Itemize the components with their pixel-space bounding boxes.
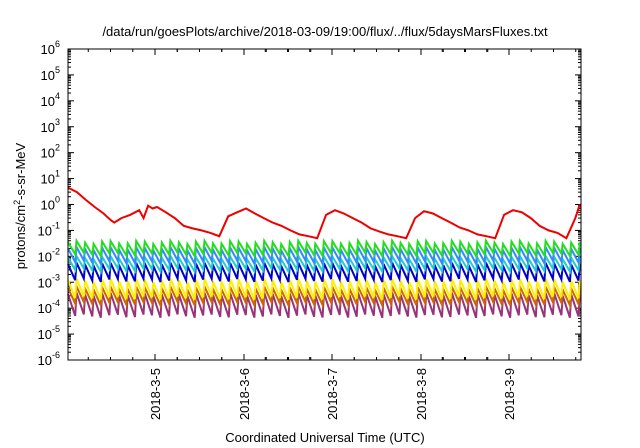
- x-tick-label: 2018-3-6: [237, 368, 252, 420]
- y-tick-label: 10-1: [38, 220, 60, 238]
- y-tick-label: 106: [41, 39, 60, 57]
- y-tick-label: 10-2: [38, 246, 60, 264]
- y-tick-label: 10-6: [38, 350, 60, 368]
- x-tick-label: 2018-3-9: [502, 368, 517, 420]
- y-axis-label: protons/cm2-s-sr-MeV: [12, 142, 28, 269]
- y-tick-label: 102: [41, 143, 60, 161]
- series-line: [67, 278, 581, 301]
- y-tick-label: 103: [41, 117, 60, 135]
- y-tick-label: 10-5: [38, 324, 60, 342]
- x-tick-label: 2018-3-8: [414, 368, 429, 420]
- y-tick-label: 10-4: [38, 298, 60, 316]
- plot-frame: [67, 48, 582, 361]
- y-tick-label: 105: [41, 65, 60, 83]
- y-axis-ticks: 10-6 10-5 10-4 10-3 10-2 10-1 100 101 102 103 104 1…: [38, 39, 581, 368]
- x-axis-label: Coordinated Universal Time (UTC): [225, 430, 424, 445]
- y-tick-label: 10-3: [38, 272, 60, 290]
- x-tick-label: 2018-3-7: [325, 368, 340, 420]
- y-tick-label: 100: [41, 195, 60, 213]
- series-line: [67, 186, 581, 240]
- series-layer: [67, 186, 581, 319]
- x-axis-ticks: 2018-3-5 2018-3-6 2018-3-7 2018-3-8 2018-3-9: [87, 49, 577, 420]
- series-line: [67, 237, 581, 260]
- y-tick-label: 101: [41, 169, 60, 187]
- x-tick-label: 2018-3-5: [148, 368, 163, 420]
- chart-title: /data/run/goesPlots/archive/2018-03-09/1…: [102, 24, 548, 39]
- y-tick-label: 104: [41, 91, 60, 109]
